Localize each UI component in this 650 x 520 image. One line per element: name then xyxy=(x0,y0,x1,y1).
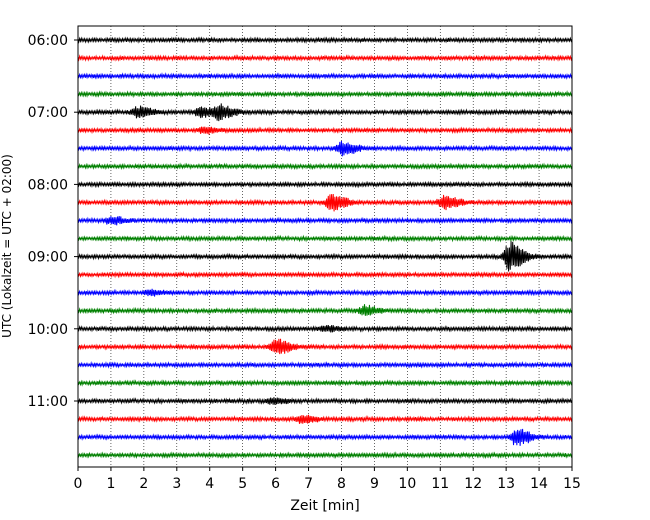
seismic-trace xyxy=(77,140,573,157)
y-tick-label: 06:00 xyxy=(28,33,68,49)
seismic-trace xyxy=(77,215,573,226)
seismic-trace xyxy=(77,324,573,333)
y-axis-label: UTC (Lokalzeit = UTC + 02:00) xyxy=(0,154,14,338)
seismic-trace xyxy=(77,72,573,81)
y-tick-label: 10:00 xyxy=(28,322,68,338)
x-tick-label: 2 xyxy=(139,476,148,492)
seismic-trace xyxy=(77,103,573,122)
seismic-trace xyxy=(77,180,573,189)
seismic-trace xyxy=(77,241,573,272)
x-tick-label: 4 xyxy=(205,476,214,492)
x-axis-ticks: 0 1 2 3 4 5 6 7 8 9 10 11 12 13 14 15 xyxy=(74,467,581,492)
x-axis-label: Zeit [min] xyxy=(290,498,359,514)
seismic-trace xyxy=(77,428,573,446)
y-tick-label: 09:00 xyxy=(28,250,68,266)
x-tick-label: 9 xyxy=(370,476,379,492)
seismic-trace xyxy=(77,414,573,424)
seismic-trace xyxy=(77,270,573,279)
seismic-trace xyxy=(77,360,573,369)
x-tick-label: 1 xyxy=(106,476,115,492)
plot-area xyxy=(78,26,572,467)
x-tick-label: 14 xyxy=(530,476,548,492)
x-tick-label: 7 xyxy=(304,476,313,492)
y-tick-label: 08:00 xyxy=(28,177,68,193)
seismic-trace xyxy=(77,304,573,316)
seismic-trace xyxy=(77,234,573,243)
y-tick-label: 11:00 xyxy=(28,394,68,410)
seismic-trace xyxy=(77,193,573,212)
x-tick-label: 5 xyxy=(238,476,247,492)
x-tick-label: 13 xyxy=(497,476,515,492)
y-axis-ticks: 06:00 07:00 08:00 09:00 10:00 11:00 xyxy=(28,33,78,410)
seismic-trace xyxy=(77,126,573,135)
x-tick-label: 11 xyxy=(431,476,449,492)
y-tick-label: 07:00 xyxy=(28,105,68,121)
x-tick-label: 8 xyxy=(337,476,346,492)
seismic-trace xyxy=(77,162,573,171)
seismic-trace xyxy=(77,338,573,355)
x-tick-label: 12 xyxy=(464,476,482,492)
seismic-trace xyxy=(77,288,573,297)
plot-frame xyxy=(77,25,573,468)
seismic-trace xyxy=(77,451,573,460)
x-tick-label: 0 xyxy=(74,476,83,492)
seismic-trace xyxy=(77,397,573,406)
x-tick-label: 15 xyxy=(563,476,581,492)
seismic-trace xyxy=(77,90,573,99)
x-tick-label: 6 xyxy=(271,476,280,492)
x-tick-label: 3 xyxy=(172,476,181,492)
seismic-trace xyxy=(77,378,573,387)
seismic-trace xyxy=(77,36,573,44)
trace-group xyxy=(77,36,573,460)
x-tick-label: 10 xyxy=(398,476,416,492)
seismic-trace xyxy=(77,54,573,62)
